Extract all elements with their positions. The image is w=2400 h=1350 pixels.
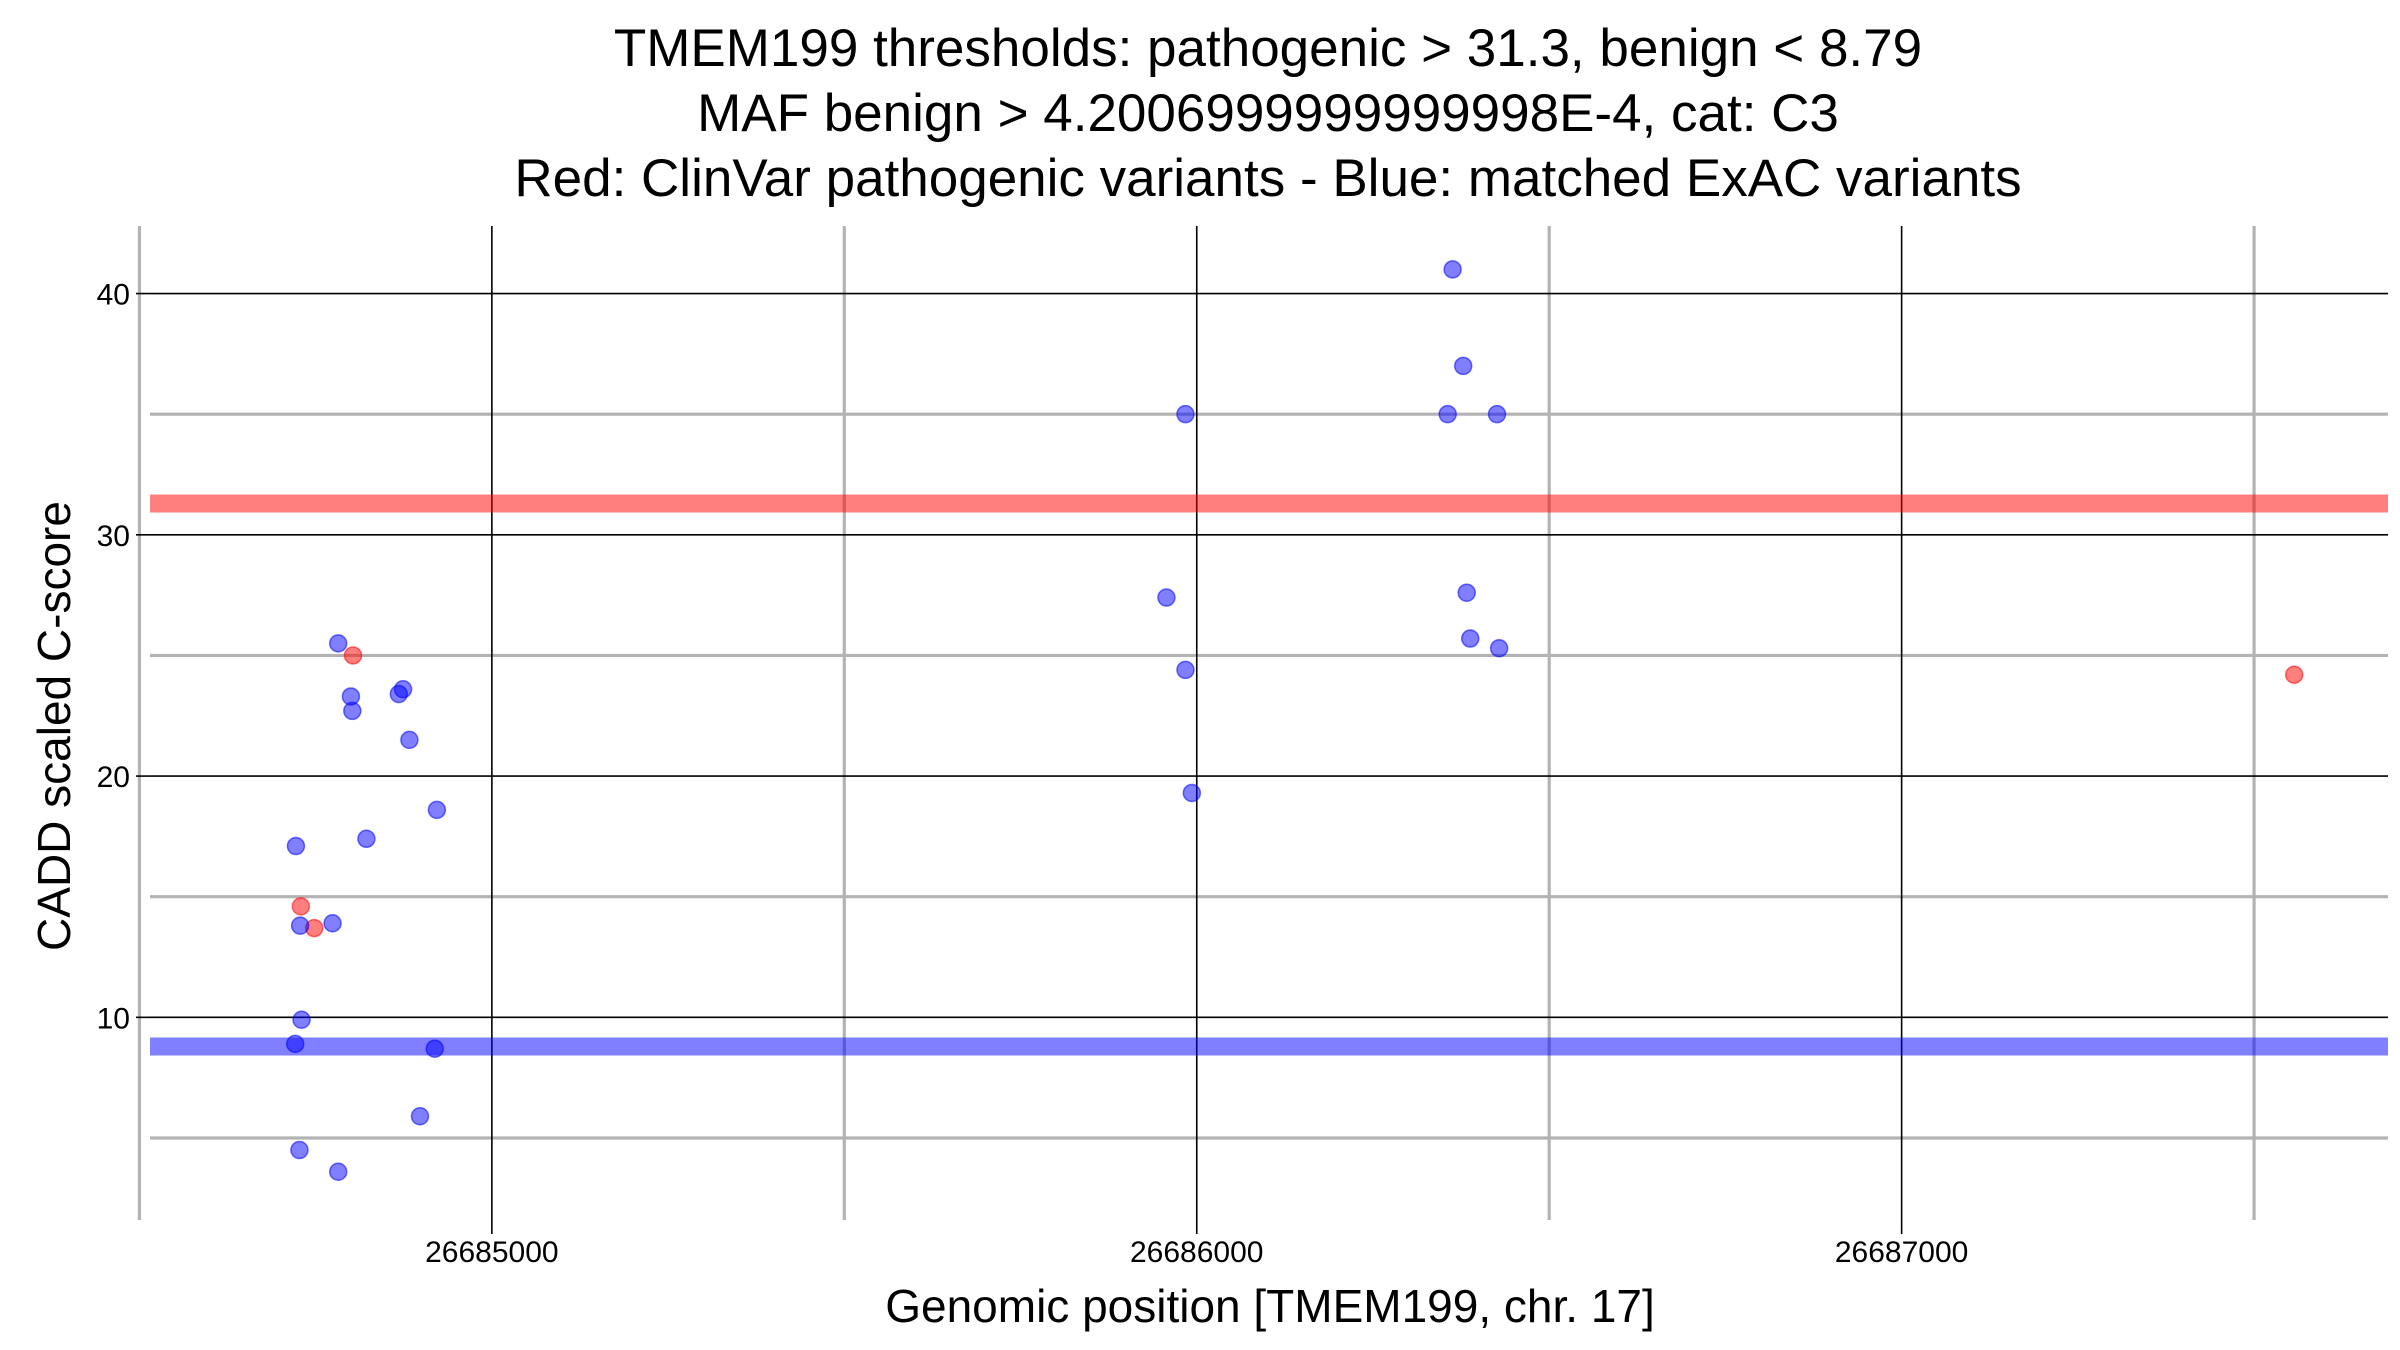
data-point bbox=[1157, 588, 1176, 607]
title-line-2: MAF benign > 4.2006999999999998E-4, cat:… bbox=[697, 84, 1839, 143]
x-tick-label: 26685000 bbox=[425, 1236, 558, 1269]
y-tick-label: 40 bbox=[97, 279, 130, 312]
x-axis-ticks: 26685000 26686000 26687000 bbox=[425, 1220, 1968, 1269]
data-point bbox=[286, 836, 306, 856]
y-axis-label: CADD scaled C-score bbox=[28, 501, 80, 951]
data-point bbox=[290, 916, 310, 935]
data-point bbox=[1487, 404, 1507, 424]
data-point bbox=[1182, 783, 1202, 803]
data-point bbox=[328, 634, 348, 653]
grid bbox=[137, 226, 2388, 1220]
data-point bbox=[291, 897, 311, 916]
data-point bbox=[357, 829, 376, 849]
data-point bbox=[427, 800, 447, 820]
data-points bbox=[285, 260, 2304, 1181]
data-point bbox=[1438, 404, 1457, 424]
data-point bbox=[1460, 629, 1480, 648]
data-point bbox=[410, 1107, 430, 1126]
data-point bbox=[2285, 665, 2304, 684]
data-point bbox=[323, 913, 342, 933]
data-point bbox=[1443, 260, 1462, 279]
title-line-3: Red: ClinVar pathogenic variants - Blue:… bbox=[514, 149, 2021, 208]
data-point bbox=[343, 701, 362, 721]
chart-title: TMEM199 thresholds: pathogenic > 31.3, b… bbox=[514, 19, 2021, 208]
x-tick-label: 26686000 bbox=[1130, 1236, 1263, 1269]
data-point bbox=[1176, 404, 1195, 424]
y-axis-ticks: 10 20 30 40 bbox=[97, 279, 150, 1035]
data-point bbox=[328, 1162, 348, 1181]
data-point bbox=[285, 1034, 305, 1054]
threshold-lines bbox=[150, 494, 2388, 1056]
data-point bbox=[1457, 583, 1476, 602]
data-point bbox=[343, 646, 363, 665]
x-tick-label: 26687000 bbox=[1835, 1236, 1968, 1269]
y-tick-label: 20 bbox=[97, 761, 130, 794]
data-point bbox=[1453, 356, 1473, 376]
data-point bbox=[290, 1140, 309, 1160]
data-point bbox=[400, 730, 419, 750]
data-point bbox=[292, 1010, 311, 1030]
y-tick-label: 30 bbox=[97, 520, 130, 553]
data-point bbox=[393, 679, 413, 699]
y-tick-label: 10 bbox=[97, 1002, 130, 1035]
x-axis-label: Genomic position [TMEM199, chr. 17] bbox=[885, 1280, 1655, 1332]
data-point bbox=[425, 1039, 445, 1058]
data-point bbox=[1176, 660, 1195, 680]
data-point bbox=[1489, 638, 1509, 658]
title-line-1: TMEM199 thresholds: pathogenic > 31.3, b… bbox=[614, 19, 1922, 78]
